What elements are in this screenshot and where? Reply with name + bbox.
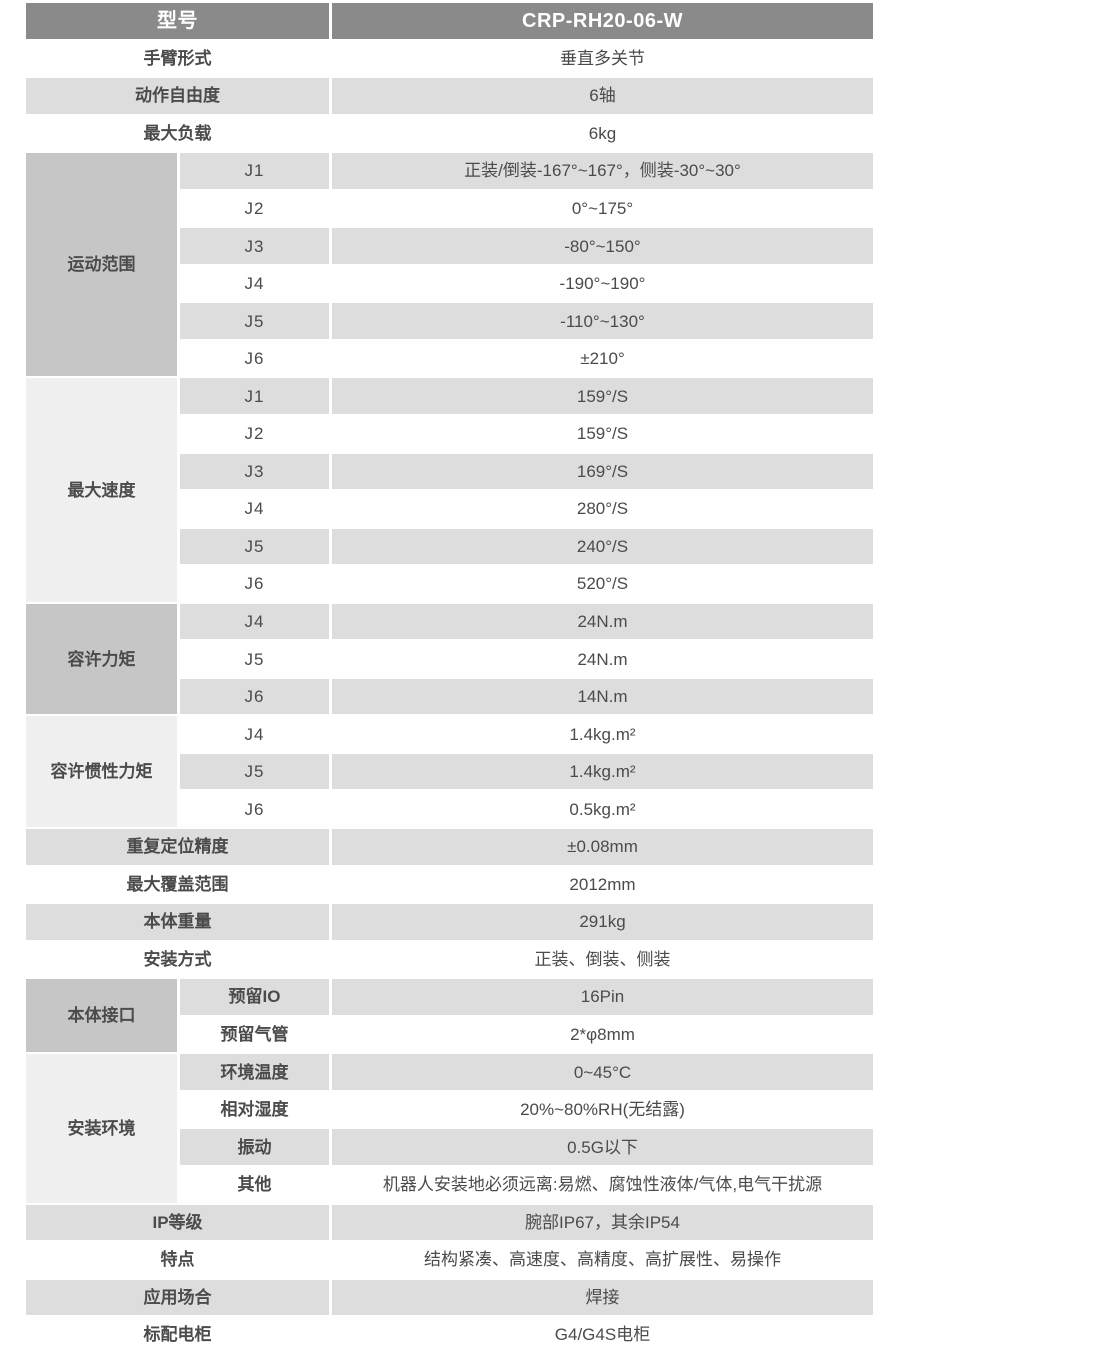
row-label: 最大覆盖范围 — [26, 866, 332, 905]
row-value: 24N.m — [332, 603, 873, 642]
sub-label: 振动 — [180, 1129, 332, 1167]
row-value: 24N.m — [332, 641, 873, 679]
row-value: 169°/S — [332, 453, 873, 492]
joint-label: J6 — [180, 791, 332, 830]
row-value: 1.4kg.m² — [332, 753, 873, 792]
row-value: 2012mm — [332, 866, 873, 905]
row-value: 腕部IP67，其余IP54 — [332, 1204, 873, 1243]
joint-label: J5 — [180, 753, 332, 792]
row-label: 应用场合 — [26, 1279, 332, 1318]
model-value: CRP-RH20-06-W — [332, 3, 873, 41]
row-value: 6kg — [332, 115, 873, 154]
model-label: 型号 — [26, 3, 332, 41]
row-label: 动作自由度 — [26, 78, 332, 116]
joint-label: J4 — [180, 603, 332, 642]
joint-label: J3 — [180, 228, 332, 266]
row-value: 0.5G以下 — [332, 1129, 873, 1167]
group-title: 容许惯性力矩 — [26, 716, 180, 830]
sub-label: 预留IO — [180, 979, 332, 1017]
row-label: 特点 — [26, 1242, 332, 1280]
group-title: 运动范围 — [26, 153, 180, 379]
row-value: 正装/倒装-167°~167°，侧装-30°~30° — [332, 153, 873, 191]
row-value: 280°/S — [332, 491, 873, 529]
joint-label: J2 — [180, 190, 332, 229]
row-value: 2*φ8mm — [332, 1016, 873, 1055]
row-value: 0°~175° — [332, 190, 873, 229]
joint-label: J6 — [180, 566, 332, 604]
joint-label: J1 — [180, 153, 332, 191]
row-value: 结构紧凑、高速度、高精度、高扩展性、易操作 — [332, 1242, 873, 1280]
sub-label: 相对湿度 — [180, 1091, 332, 1130]
row-value: 1.4kg.m² — [332, 716, 873, 754]
row-label: 标配电柜 — [26, 1317, 332, 1354]
joint-label: J5 — [180, 641, 332, 679]
row-value: 机器人安装地必须远离:易燃、腐蚀性液体/气体,电气干扰源 — [332, 1166, 873, 1205]
row-value: 正装、倒装、侧装 — [332, 941, 873, 980]
row-label: 安装方式 — [26, 941, 332, 980]
row-value: 焊接 — [332, 1279, 873, 1318]
row-value: G4/G4S电柜 — [332, 1317, 873, 1354]
row-label: 手臂形式 — [26, 40, 332, 79]
sub-label: 预留气管 — [180, 1016, 332, 1055]
row-label: 重复定位精度 — [26, 829, 332, 867]
row-value: 14N.m — [332, 678, 873, 717]
joint-label: J3 — [180, 453, 332, 492]
row-value: 垂直多关节 — [332, 40, 873, 79]
row-value: 291kg — [332, 904, 873, 942]
group-title: 容许力矩 — [26, 603, 180, 717]
row-value: 520°/S — [332, 566, 873, 604]
row-value: 240°/S — [332, 528, 873, 567]
row-value: 159°/S — [332, 416, 873, 454]
row-label: IP等级 — [26, 1204, 332, 1243]
row-value: 0.5kg.m² — [332, 791, 873, 830]
joint-label: J1 — [180, 378, 332, 417]
row-value: -80°~150° — [332, 228, 873, 266]
joint-label: J5 — [180, 303, 332, 341]
row-label: 本体重量 — [26, 904, 332, 942]
row-value: ±210° — [332, 340, 873, 379]
group-title: 本体接口 — [26, 979, 180, 1055]
joint-label: J6 — [180, 340, 332, 379]
row-value: -110°~130° — [332, 303, 873, 341]
group-title: 最大速度 — [26, 378, 180, 604]
sub-label: 其他 — [180, 1166, 332, 1205]
row-value: 6轴 — [332, 78, 873, 116]
joint-label: J5 — [180, 528, 332, 567]
row-label: 最大负载 — [26, 115, 332, 154]
joint-label: J4 — [180, 265, 332, 304]
row-value: 20%~80%RH(无结露) — [332, 1091, 873, 1130]
row-value: 0~45°C — [332, 1054, 873, 1092]
joint-label: J6 — [180, 678, 332, 717]
row-value: -190°~190° — [332, 265, 873, 304]
sub-label: 环境温度 — [180, 1054, 332, 1092]
spec-table: 型号 CRP-RH20-06-W 手臂形式 垂直多关节 动作自由度 6轴 最大负… — [26, 3, 873, 1354]
group-title: 安装环境 — [26, 1054, 180, 1205]
row-value: 159°/S — [332, 378, 873, 417]
joint-label: J2 — [180, 416, 332, 454]
row-value: 16Pin — [332, 979, 873, 1017]
row-value: ±0.08mm — [332, 829, 873, 867]
joint-label: J4 — [180, 716, 332, 754]
joint-label: J4 — [180, 491, 332, 529]
